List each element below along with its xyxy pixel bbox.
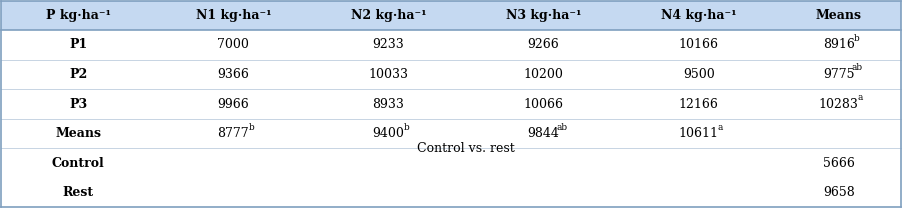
Text: 9233: 9233 — [373, 38, 404, 51]
Text: 9658: 9658 — [823, 186, 854, 199]
Bar — [1, 1, 901, 30]
Text: P1: P1 — [69, 38, 87, 51]
Text: Control: Control — [52, 157, 105, 170]
Text: b: b — [854, 34, 860, 43]
Text: 12166: 12166 — [678, 98, 719, 110]
Text: P2: P2 — [69, 68, 87, 81]
Text: Means: Means — [55, 127, 101, 140]
Text: b: b — [248, 123, 254, 131]
Text: a: a — [718, 123, 723, 131]
Text: P3: P3 — [69, 98, 87, 110]
Text: b: b — [403, 123, 410, 131]
Text: 9400: 9400 — [373, 127, 404, 140]
Text: 8933: 8933 — [373, 98, 404, 110]
Text: N1 kg·ha⁻¹: N1 kg·ha⁻¹ — [196, 9, 272, 22]
Text: 10033: 10033 — [368, 68, 409, 81]
Text: a: a — [858, 93, 863, 102]
Text: N4 kg·ha⁻¹: N4 kg·ha⁻¹ — [661, 9, 736, 22]
Text: Means: Means — [815, 9, 861, 22]
Text: 9844: 9844 — [528, 127, 559, 140]
Bar — [1, 148, 901, 178]
Text: 7000: 7000 — [217, 38, 249, 51]
Bar — [1, 89, 901, 119]
Text: 8916: 8916 — [823, 38, 855, 51]
Text: ab: ab — [556, 123, 567, 131]
Text: 5666: 5666 — [823, 157, 855, 170]
Text: 9266: 9266 — [528, 38, 559, 51]
Text: ab: ab — [851, 63, 862, 73]
Text: Control vs. rest: Control vs. rest — [417, 142, 515, 155]
Text: P kg·ha⁻¹: P kg·ha⁻¹ — [46, 9, 111, 22]
Bar — [1, 119, 901, 148]
Bar — [1, 30, 901, 60]
Text: 9366: 9366 — [217, 68, 249, 81]
Text: 10200: 10200 — [524, 68, 564, 81]
Text: 8777: 8777 — [217, 127, 249, 140]
Text: N3 kg·ha⁻¹: N3 kg·ha⁻¹ — [506, 9, 581, 22]
Bar — [1, 60, 901, 89]
Bar — [1, 178, 901, 207]
Text: 10066: 10066 — [523, 98, 564, 110]
Text: 9500: 9500 — [683, 68, 714, 81]
Text: 9966: 9966 — [217, 98, 249, 110]
Text: Rest: Rest — [62, 186, 94, 199]
Text: 9775: 9775 — [823, 68, 854, 81]
Text: 10611: 10611 — [678, 127, 719, 140]
Text: N2 kg·ha⁻¹: N2 kg·ha⁻¹ — [351, 9, 427, 22]
Text: 10283: 10283 — [819, 98, 859, 110]
Text: 10166: 10166 — [678, 38, 719, 51]
